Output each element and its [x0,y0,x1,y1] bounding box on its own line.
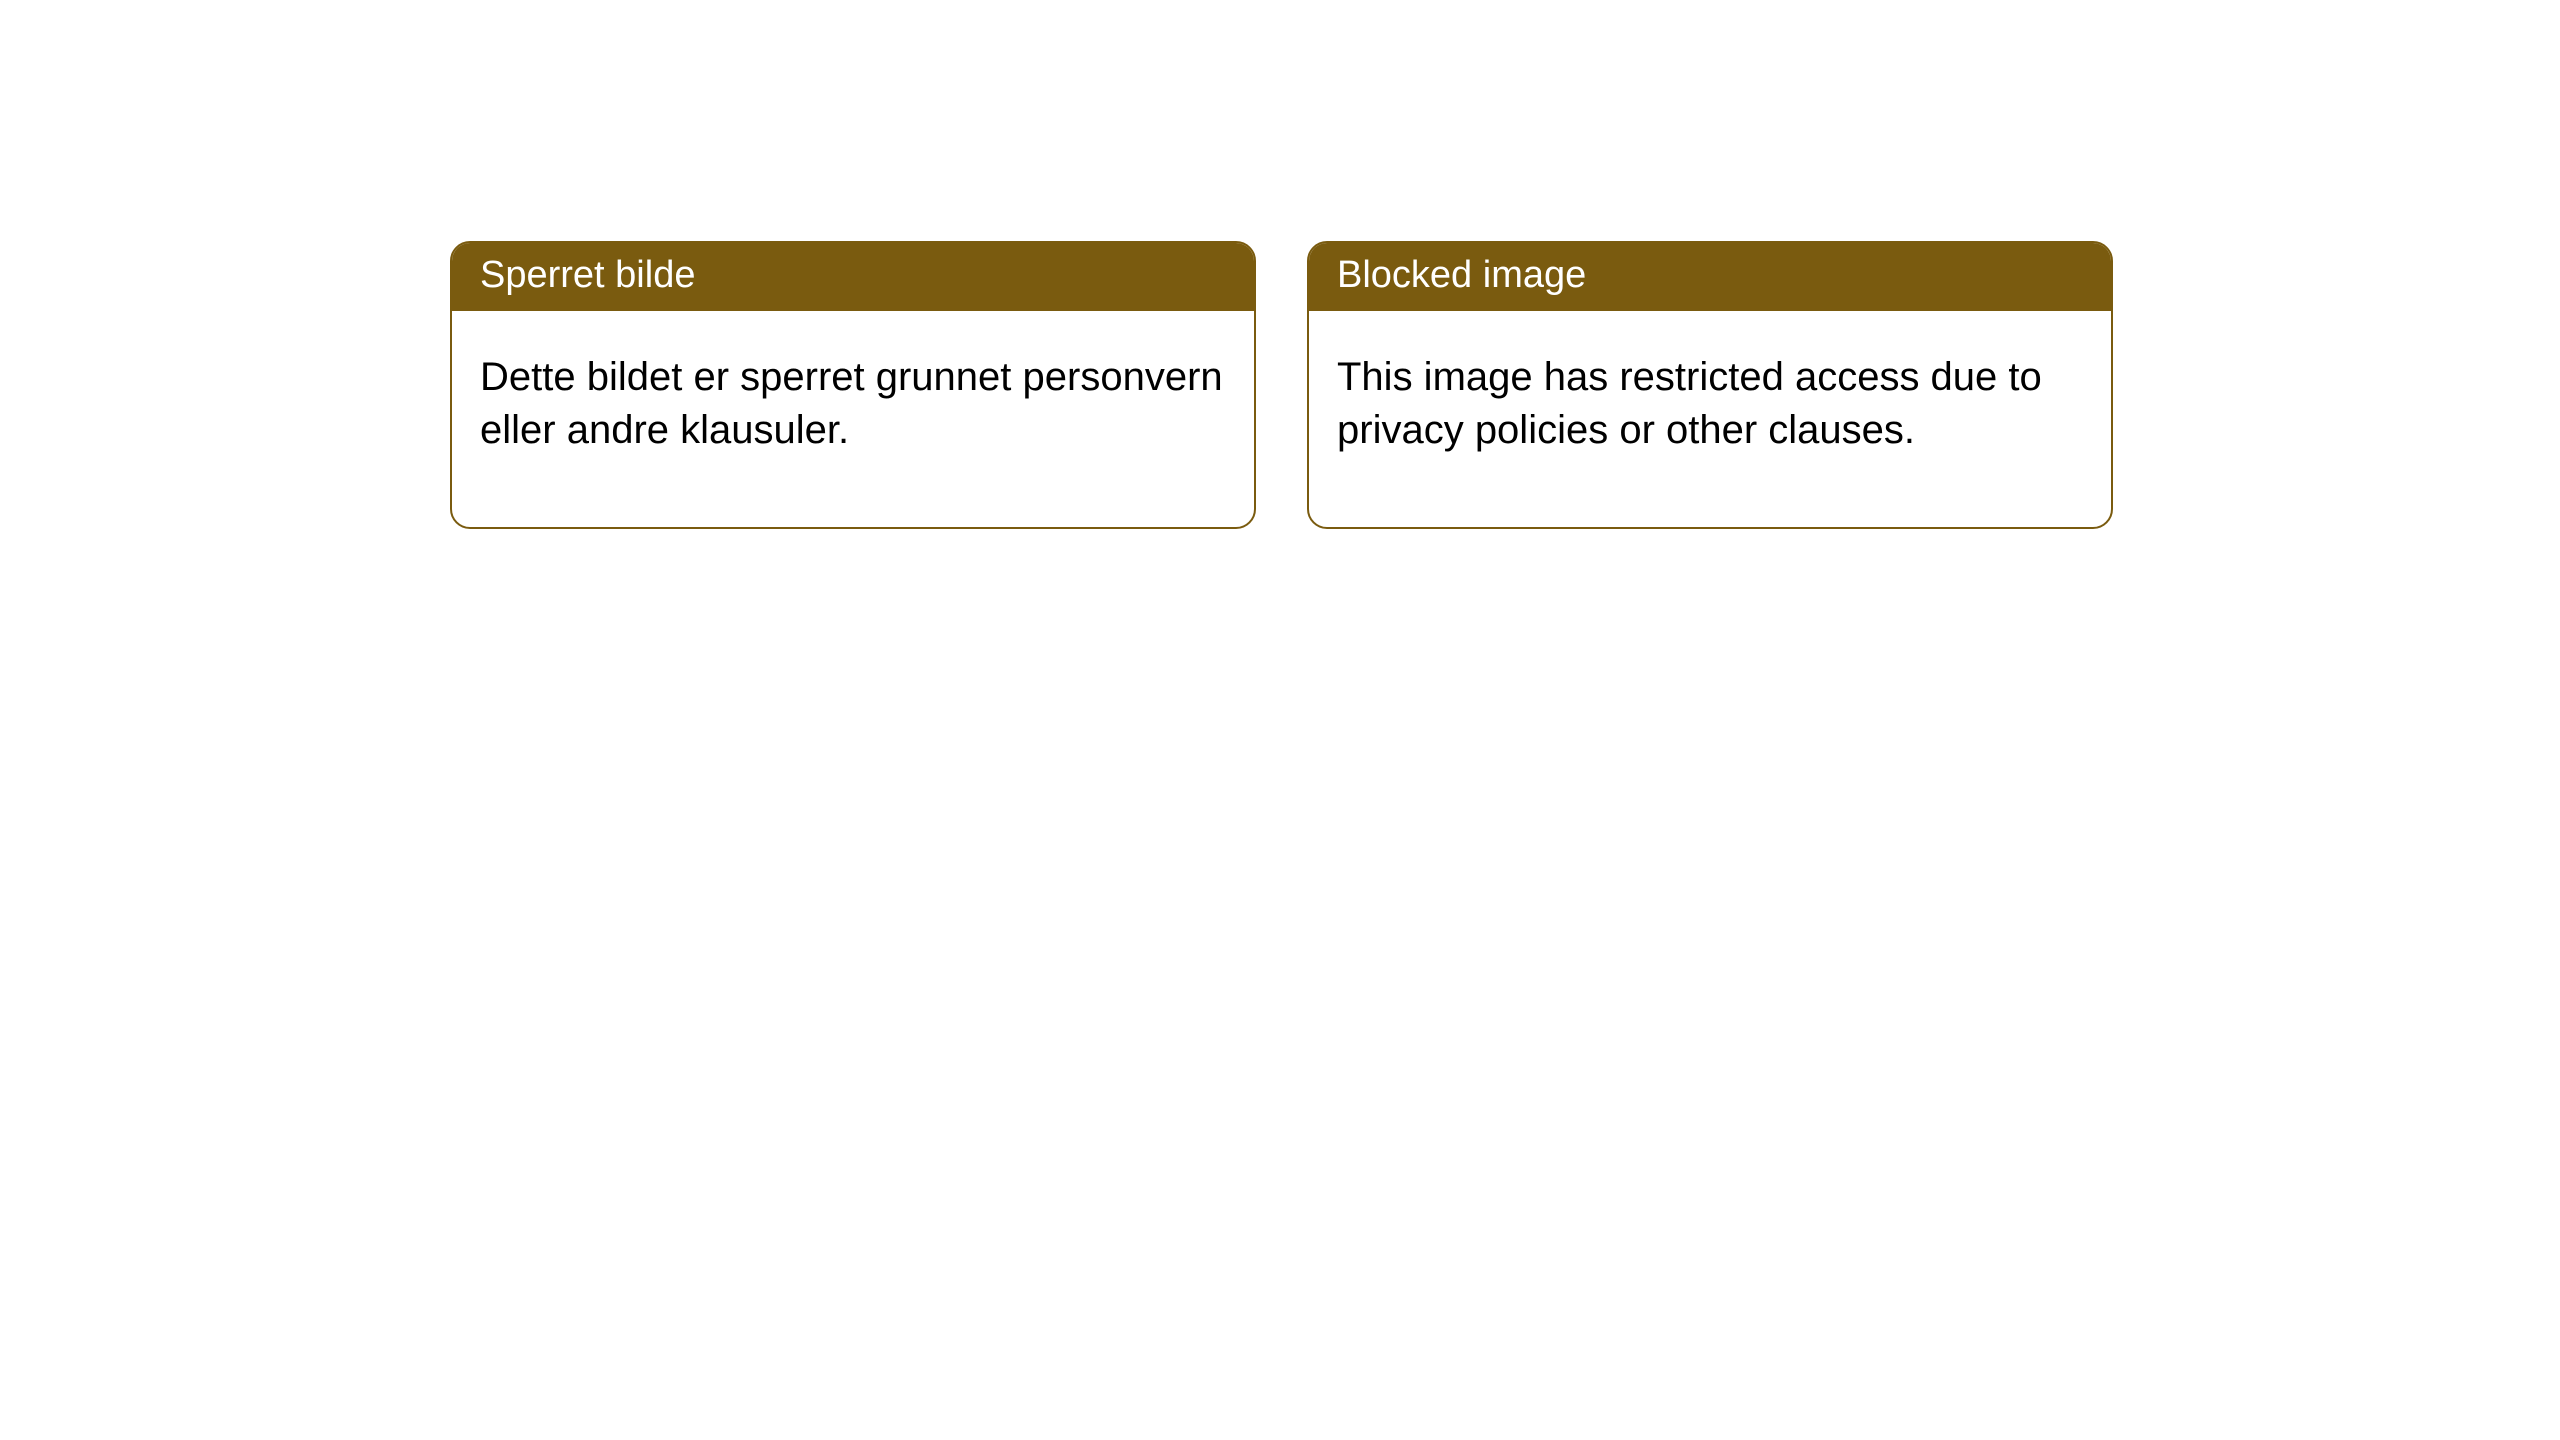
notice-header: Blocked image [1309,243,2111,311]
notice-body: Dette bildet er sperret grunnet personve… [452,311,1254,527]
notice-card-norwegian: Sperret bilde Dette bildet er sperret gr… [450,241,1256,529]
notice-header: Sperret bilde [452,243,1254,311]
notice-card-english: Blocked image This image has restricted … [1307,241,2113,529]
notice-container: Sperret bilde Dette bildet er sperret gr… [450,241,2113,529]
notice-body: This image has restricted access due to … [1309,311,2111,527]
